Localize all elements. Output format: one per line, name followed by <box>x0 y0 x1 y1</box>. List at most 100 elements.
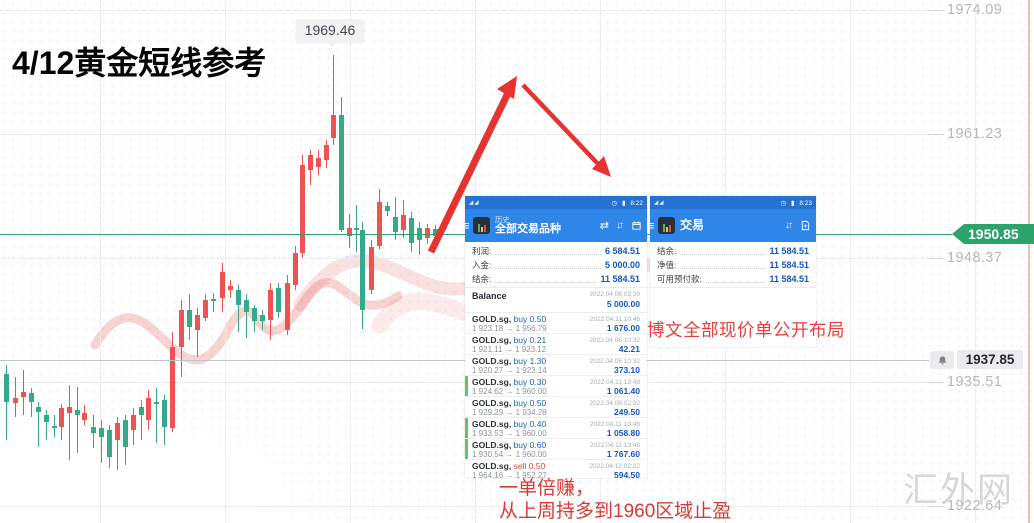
candle-body <box>347 227 352 236</box>
trade-operation: buy 0.40 <box>513 418 547 429</box>
trade-datetime: 2022.04.06 10:32 <box>589 336 640 344</box>
balance-row[interactable]: Balance 2022.04.06 03:39 5 000.00 <box>465 288 647 313</box>
candle-body <box>154 402 159 405</box>
candle-body <box>377 201 382 247</box>
candle-wick <box>156 387 157 443</box>
swap-icon[interactable]: ⇄ <box>599 220 609 232</box>
candle-body <box>236 289 241 306</box>
dotted-leader <box>705 275 766 284</box>
candle-body <box>300 165 305 253</box>
trade-row[interactable]: GOLD.sg, buy 0.60 1 930.54 → 1 960.00 20… <box>465 438 647 460</box>
candle-body <box>316 158 321 168</box>
dotted-leader <box>495 275 597 284</box>
trade-row[interactable]: GOLD.sg, buy 1.30 1 920.27 → 1 923.14 20… <box>465 355 647 376</box>
trade-profit: 1 676.00 <box>606 323 640 334</box>
candle-body <box>4 373 9 403</box>
trade-header: ≡ 交易 ↓↑ <box>650 209 816 242</box>
candle-body <box>131 415 136 431</box>
summary-row: 结余: 11 584.51 <box>465 272 647 286</box>
trade-profit: 373.10 <box>614 365 640 376</box>
trade-datetime: 2022.04.12 02:22 <box>589 462 640 470</box>
signal-icon: ◢◢ <box>469 199 480 206</box>
candle-body <box>44 415 49 422</box>
profit-bar <box>465 417 468 438</box>
trade-row[interactable]: GOLD.sg, sell 0.50 1 964.16 → 1 952.27 2… <box>465 460 647 478</box>
axis-tick <box>928 506 944 507</box>
candle-body <box>170 346 175 428</box>
candle-body <box>260 314 265 322</box>
trade-operation: sell 0.50 <box>513 460 546 471</box>
header-subtitle: 历史 <box>495 214 510 224</box>
grid-hline <box>0 506 944 507</box>
status-time: 8:22 <box>630 199 643 207</box>
price-axis-label: 1974.09 <box>947 2 1003 18</box>
trade-price-range: 1 964.16 → 1 952.27 <box>472 471 547 478</box>
trade-row[interactable]: GOLD.sg, buy 0.21 1 921.11 → 1 923.12 20… <box>465 334 647 355</box>
trade-summary: 结余: 11 584.51 净值: 11 584.51 可用预付款: 11 584.… <box>650 242 816 288</box>
current-price-tag: 1950.85 <box>952 224 1034 244</box>
new-order-icon[interactable] <box>800 220 811 231</box>
candle-body <box>268 289 273 320</box>
trade-price-range: 1 921.11 → 1 923.12 <box>472 345 547 355</box>
trade-symbol: GOLD.sg, <box>472 313 512 324</box>
grid-vline <box>975 0 976 523</box>
trade-profit: 1 061.40 <box>606 386 640 397</box>
trade-operation: buy 0.50 <box>513 313 547 324</box>
history-header: ≡ 历史 全部交易品种 ⇄ ↓↑ <box>465 209 647 242</box>
summary-label: 结余: <box>472 274 492 284</box>
candle-wick <box>238 284 239 333</box>
trade-symbol: GOLD.sg, <box>472 397 512 408</box>
candle-wick <box>38 402 39 447</box>
trade-profit: 249.50 <box>614 407 640 418</box>
candle-wick <box>197 307 198 358</box>
candle-body <box>67 407 72 414</box>
clock-icon: ◷ <box>780 199 787 207</box>
price-axis-label: 1935.51 <box>947 374 1003 390</box>
axis-tick <box>928 10 944 11</box>
trade-datetime: 2022.04.11 13:48 <box>589 441 640 449</box>
dotted-leader <box>680 247 766 256</box>
grid-hline <box>0 134 944 135</box>
trade-row[interactable]: GOLD.sg, buy 0.50 1 929.29 → 1 934.28 20… <box>465 397 647 418</box>
history-summary: 利润: 6 584.51 入金: 5 000.00 结余: 11 584.51 <box>465 242 647 288</box>
trade-price-range: 1 924.62 → 1 960.00 <box>472 387 547 397</box>
dotted-leader <box>680 261 766 270</box>
trade-row[interactable]: GOLD.sg, buy 0.40 1 933.53 → 1 960.00 20… <box>465 417 647 439</box>
header-title: 全部交易品种 <box>495 222 561 235</box>
alert-bell-icon[interactable] <box>930 351 954 369</box>
candle-body <box>220 272 225 299</box>
trade-price-range: 1 929.29 → 1 934.28 <box>472 408 547 418</box>
app-icon <box>658 217 675 234</box>
summary-row: 可用预付款: 11 584.51 <box>650 272 816 286</box>
summary-row: 利润: 6 584.51 <box>465 244 647 258</box>
trade-row[interactable]: GOLD.sg, buy 0.30 1 924.62 → 1 960.00 20… <box>465 375 647 397</box>
candle-body <box>285 282 290 331</box>
signal-icon: ◢◢ <box>654 199 665 206</box>
trade-row[interactable]: GOLD.sg, buy 0.50 1 923.18 → 1 956.79 20… <box>465 313 647 334</box>
candle-body <box>115 422 120 441</box>
summary-label: 净值: <box>657 260 677 270</box>
candle-body <box>211 299 216 302</box>
candle-body <box>179 309 184 347</box>
candle-body <box>401 215 406 230</box>
summary-row: 净值: 11 584.51 <box>650 258 816 272</box>
annotation-bottom-line1: 一单倍赚， <box>499 478 595 499</box>
trade-datetime: 2022.04.11 13:48 <box>589 420 640 428</box>
candle-body <box>354 227 359 230</box>
candle-body <box>82 413 87 420</box>
candle-body <box>276 287 281 312</box>
trade-operation: buy 0.60 <box>513 439 547 450</box>
sort-icon[interactable]: ↓↑ <box>785 220 793 231</box>
candle-body <box>195 314 200 331</box>
menu-icon[interactable]: ≡ <box>650 218 655 233</box>
sort-icon[interactable]: ↓↑ <box>616 220 624 231</box>
candle-wick <box>141 399 142 441</box>
axis-tick <box>928 382 944 383</box>
clock-icon: ◷ <box>611 199 618 207</box>
menu-icon[interactable]: ≡ <box>465 218 470 233</box>
calendar-icon[interactable] <box>631 220 642 231</box>
candle-body <box>385 205 390 211</box>
peak-price-value: 1969.46 <box>304 22 356 38</box>
